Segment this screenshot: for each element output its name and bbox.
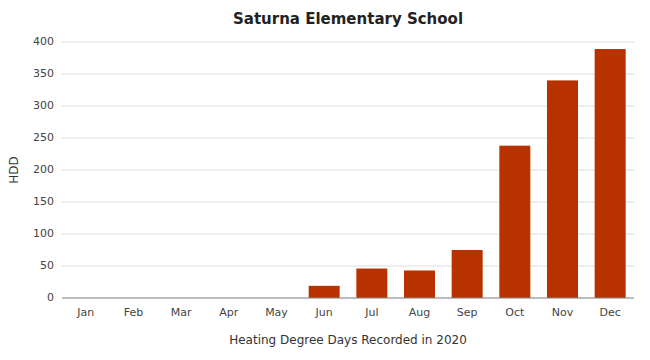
chart: 050100150200250300350400JanFebMarAprMayJ… (0, 0, 650, 360)
y-tick-label: 100 (33, 227, 54, 240)
y-tick-label: 250 (33, 131, 54, 144)
y-axis-label: HDD (7, 156, 21, 184)
y-tick-label: 400 (33, 35, 54, 48)
bar (404, 270, 435, 298)
y-tick-label: 50 (40, 259, 54, 272)
x-axis-label: Heating Degree Days Recorded in 2020 (229, 333, 467, 347)
x-tick-label: Aug (409, 306, 430, 319)
grid-line (62, 42, 634, 43)
y-grid (62, 42, 634, 298)
x-tick-label: Oct (505, 306, 525, 319)
x-tick-label: Feb (124, 306, 143, 319)
x-tick-label: Dec (600, 306, 621, 319)
y-tick-label: 0 (47, 291, 54, 304)
y-tick-label: 300 (33, 99, 54, 112)
x-tick-label: Jul (364, 306, 378, 319)
x-tick-label: Nov (552, 306, 574, 319)
x-tick-label: May (265, 306, 288, 319)
x-tick-label: Jan (76, 306, 94, 319)
bar (356, 269, 387, 298)
x-tick-label: Apr (219, 306, 239, 319)
bar (452, 250, 483, 298)
y-tick-label: 200 (33, 163, 54, 176)
title: Saturna Elementary School (233, 10, 463, 28)
chart-container: 050100150200250300350400JanFebMarAprMayJ… (0, 0, 650, 360)
y-tick-labels: 0 50 100 150 200 250 300 350 400 (33, 35, 54, 304)
bar (309, 286, 340, 298)
grid-line (62, 74, 634, 75)
x-axis-line (62, 298, 634, 299)
bars (309, 49, 626, 298)
bar (499, 146, 530, 298)
x-tick-labels: Jan Feb Mar Apr May Jun Jul Aug Sep Oct Nov Dec (76, 306, 620, 319)
background (0, 0, 650, 360)
y-tick-label: 350 (33, 67, 54, 80)
y-tick-label: 150 (33, 195, 54, 208)
x-tick-label: Jun (315, 306, 333, 319)
bar (595, 49, 626, 298)
grid-line (62, 298, 634, 299)
x-tick-label: Sep (457, 306, 478, 319)
bar (547, 80, 578, 298)
x-tick-label: Mar (171, 306, 192, 319)
